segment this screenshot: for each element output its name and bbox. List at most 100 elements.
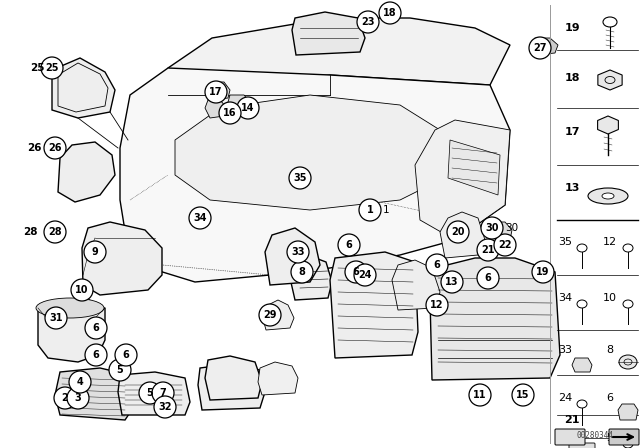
Text: 28: 28 — [48, 227, 62, 237]
Circle shape — [338, 234, 360, 256]
Text: 30: 30 — [505, 223, 518, 233]
Polygon shape — [205, 356, 262, 400]
Circle shape — [494, 234, 516, 256]
Text: 12: 12 — [603, 237, 617, 247]
Circle shape — [115, 344, 137, 366]
Text: 32: 32 — [158, 402, 172, 412]
Ellipse shape — [602, 193, 614, 199]
Circle shape — [44, 221, 66, 243]
Text: 19: 19 — [564, 23, 580, 33]
Circle shape — [357, 11, 379, 33]
Polygon shape — [415, 120, 510, 240]
Text: 11: 11 — [473, 390, 487, 400]
Text: 30: 30 — [485, 223, 499, 233]
Text: 6: 6 — [93, 350, 99, 360]
Circle shape — [219, 102, 241, 124]
Polygon shape — [392, 260, 440, 310]
Polygon shape — [265, 228, 320, 285]
Text: 5: 5 — [607, 433, 614, 443]
Circle shape — [109, 359, 131, 381]
Text: 7: 7 — [159, 388, 166, 398]
Polygon shape — [118, 372, 190, 415]
Polygon shape — [258, 362, 298, 395]
Polygon shape — [228, 95, 250, 112]
Text: 28: 28 — [24, 227, 38, 237]
Circle shape — [287, 241, 309, 263]
Text: 20: 20 — [451, 227, 465, 237]
Polygon shape — [120, 68, 510, 282]
Text: 6: 6 — [346, 240, 353, 250]
Text: 17: 17 — [209, 87, 223, 97]
Polygon shape — [168, 18, 510, 85]
Circle shape — [85, 344, 107, 366]
Polygon shape — [430, 258, 560, 380]
Polygon shape — [292, 12, 365, 55]
Text: 6: 6 — [607, 393, 614, 403]
Polygon shape — [212, 82, 230, 100]
Text: 8: 8 — [299, 267, 305, 277]
Circle shape — [152, 382, 174, 404]
Circle shape — [441, 271, 463, 293]
Text: 9: 9 — [92, 247, 99, 257]
Polygon shape — [488, 222, 512, 242]
Circle shape — [379, 2, 401, 24]
Text: 33: 33 — [558, 345, 572, 355]
Text: 23: 23 — [558, 433, 572, 443]
Circle shape — [447, 221, 469, 243]
Text: 16: 16 — [223, 108, 237, 118]
Polygon shape — [532, 38, 558, 55]
Circle shape — [345, 261, 367, 283]
Text: 23: 23 — [361, 17, 375, 27]
Circle shape — [54, 387, 76, 409]
Text: 18: 18 — [564, 73, 580, 83]
Polygon shape — [205, 100, 227, 118]
Circle shape — [205, 81, 227, 103]
Polygon shape — [448, 140, 500, 195]
Polygon shape — [598, 116, 618, 134]
Circle shape — [469, 384, 491, 406]
Circle shape — [354, 264, 376, 286]
FancyBboxPatch shape — [555, 429, 585, 445]
Polygon shape — [175, 95, 440, 210]
Polygon shape — [618, 404, 638, 420]
Text: 00280344: 00280344 — [577, 431, 614, 440]
Circle shape — [41, 57, 63, 79]
Circle shape — [512, 384, 534, 406]
Text: 13: 13 — [564, 183, 580, 193]
Text: 34: 34 — [193, 213, 207, 223]
Text: 35: 35 — [293, 173, 307, 183]
Polygon shape — [290, 256, 332, 300]
Text: 5: 5 — [147, 388, 154, 398]
Circle shape — [289, 167, 311, 189]
Text: 10: 10 — [76, 285, 89, 295]
Circle shape — [481, 217, 503, 239]
Polygon shape — [572, 358, 592, 372]
Text: 6: 6 — [123, 350, 129, 360]
Text: 25: 25 — [45, 63, 59, 73]
Circle shape — [426, 294, 448, 316]
Text: 19: 19 — [536, 267, 550, 277]
Text: 24: 24 — [358, 270, 372, 280]
Ellipse shape — [36, 298, 104, 318]
Circle shape — [359, 199, 381, 221]
Text: 33: 33 — [291, 247, 305, 257]
Text: 31: 31 — [49, 313, 63, 323]
Circle shape — [532, 261, 554, 283]
Circle shape — [45, 307, 67, 329]
Text: 13: 13 — [445, 277, 459, 287]
Polygon shape — [58, 142, 115, 202]
Text: 22: 22 — [499, 240, 512, 250]
FancyBboxPatch shape — [609, 429, 639, 445]
Text: 26: 26 — [48, 143, 61, 153]
Text: 5: 5 — [116, 365, 124, 375]
Polygon shape — [82, 222, 162, 295]
Circle shape — [237, 97, 259, 119]
Text: 6: 6 — [353, 267, 360, 277]
Text: 4: 4 — [77, 377, 83, 387]
Text: 14: 14 — [241, 103, 255, 113]
Polygon shape — [330, 252, 418, 358]
Circle shape — [426, 254, 448, 276]
Text: 34: 34 — [558, 293, 572, 303]
Circle shape — [477, 239, 499, 261]
Polygon shape — [262, 300, 294, 330]
